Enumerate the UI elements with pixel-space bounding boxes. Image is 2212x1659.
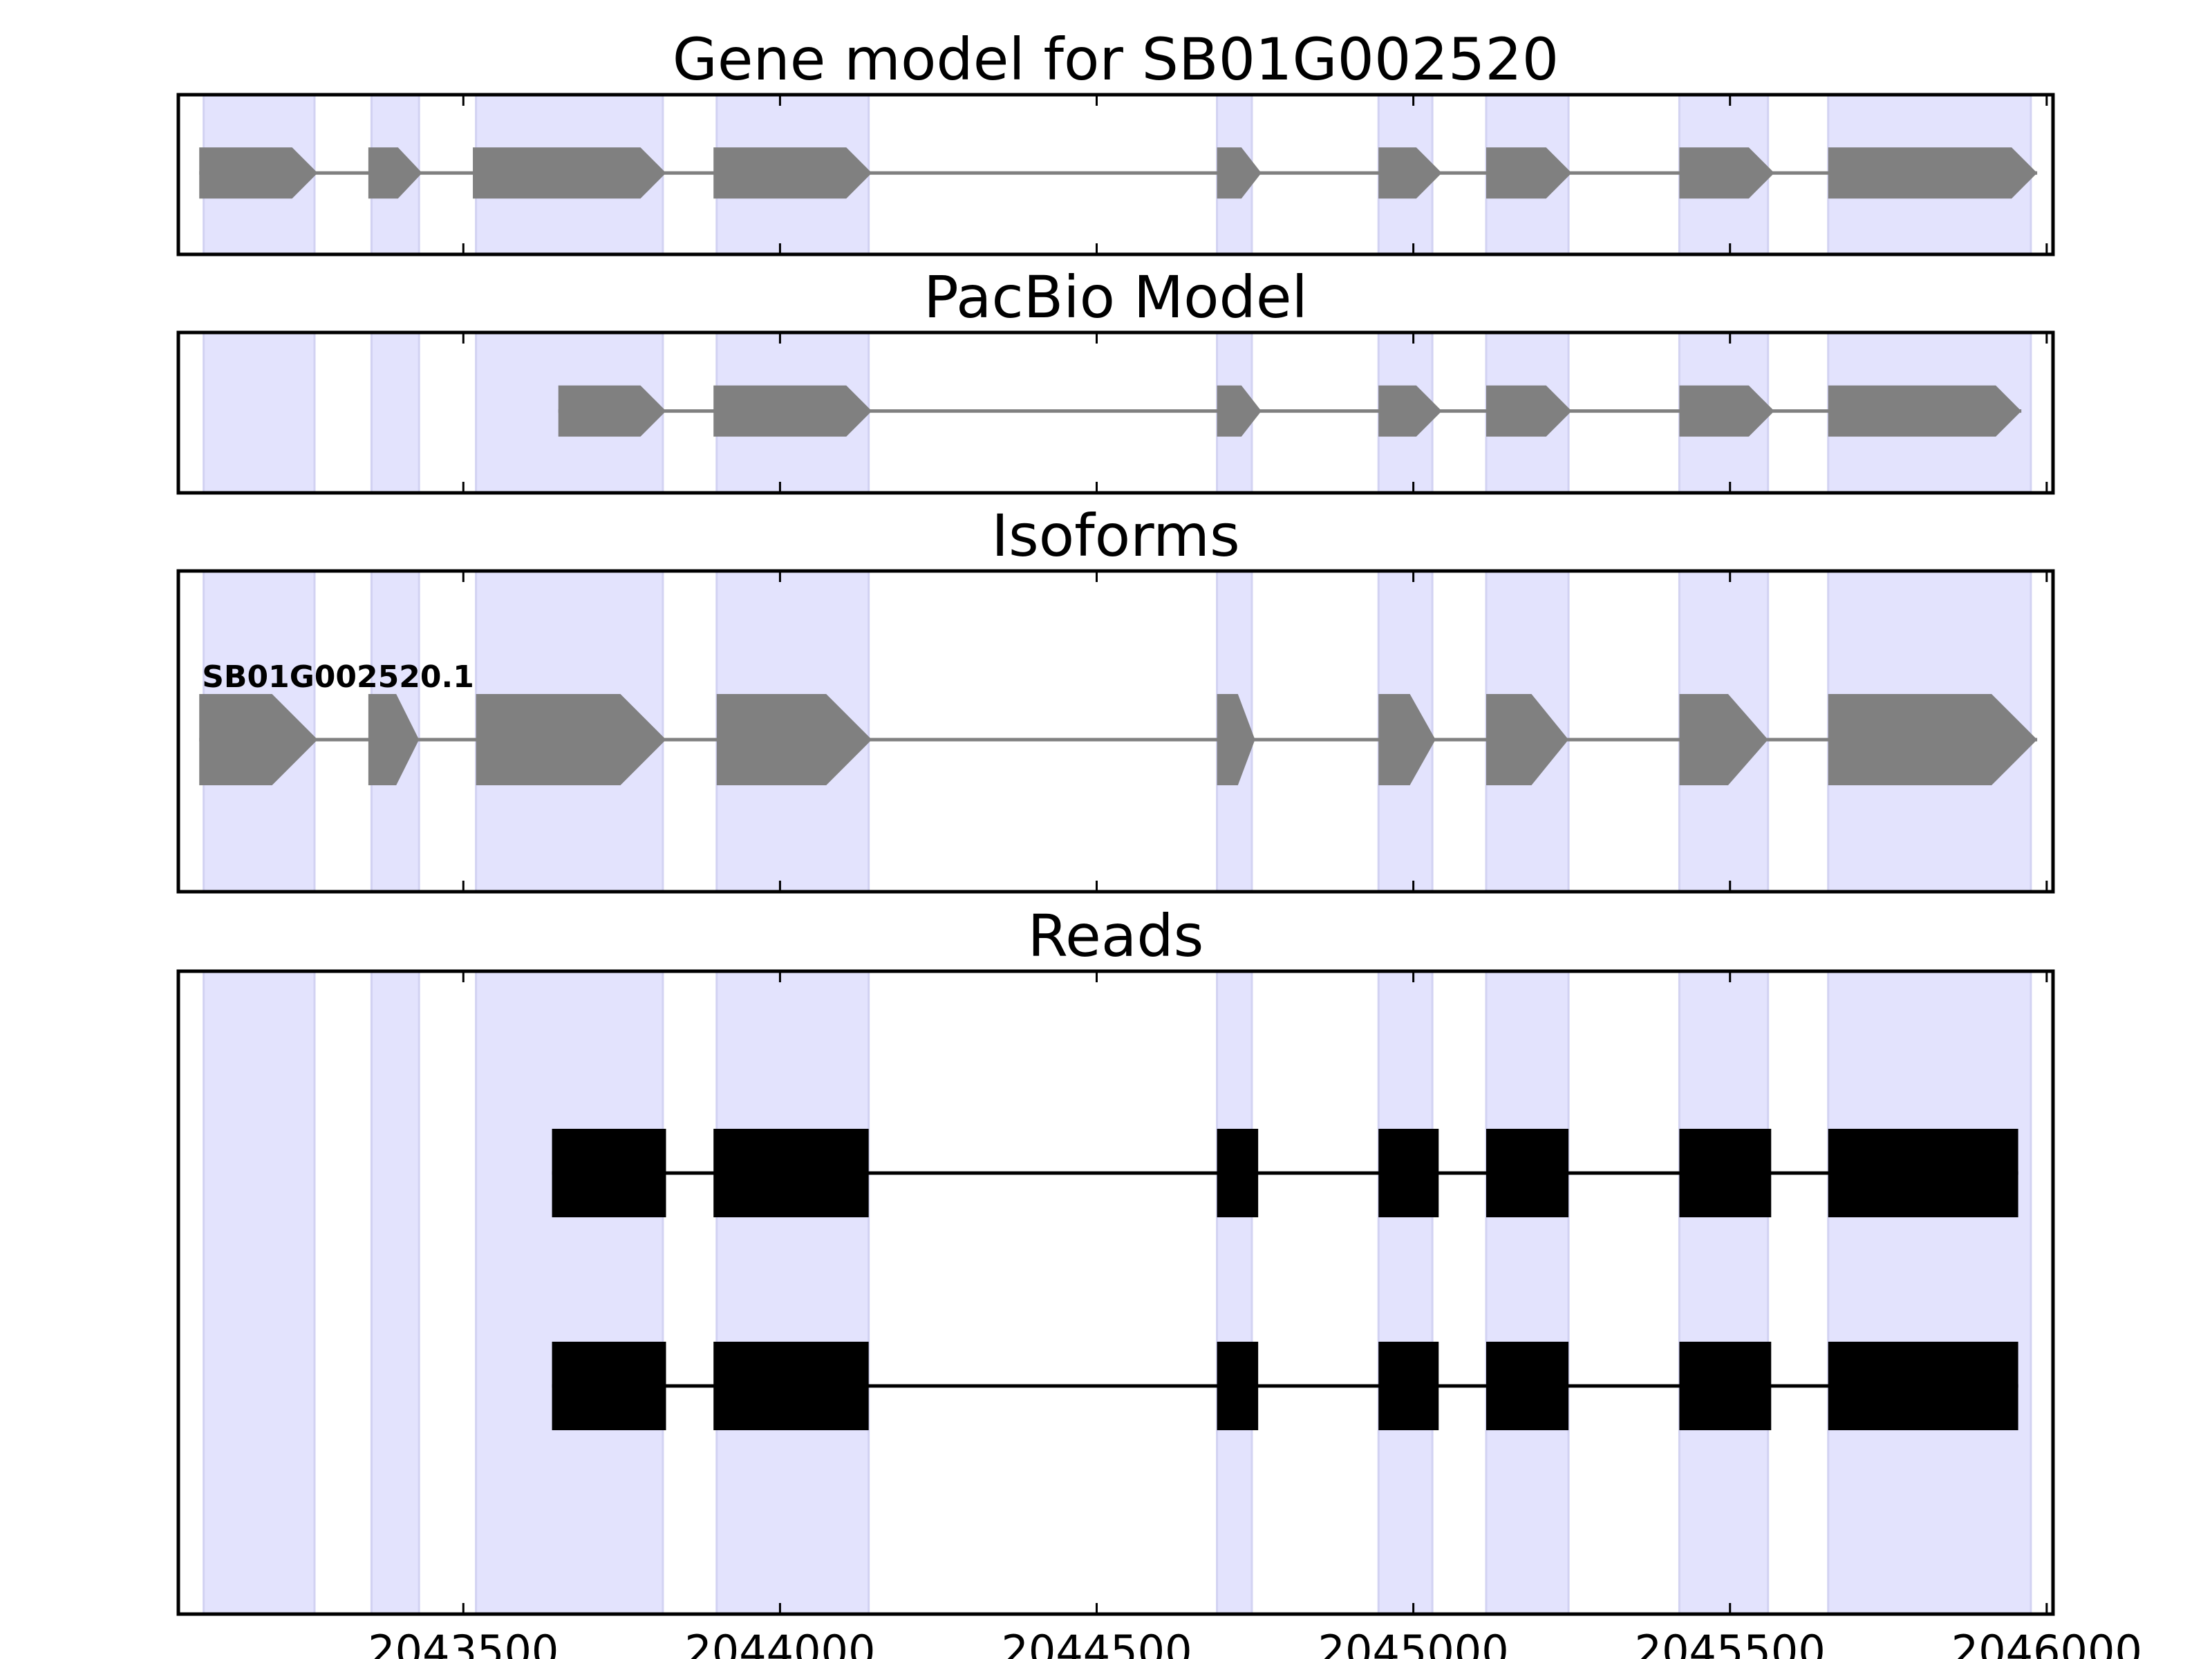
highlight-region <box>370 331 420 494</box>
exon-arrow <box>1485 385 1572 437</box>
exon-block <box>1828 1129 2018 1217</box>
highlight-region <box>1827 970 2032 1615</box>
exon-arrow <box>716 694 872 785</box>
exon-arrow <box>558 385 666 437</box>
highlight-region <box>1377 970 1434 1615</box>
exon-block <box>1378 1129 1439 1217</box>
isoform-label: SB01G002520.1 <box>202 659 474 695</box>
panel-title: Isoforms <box>991 502 1240 570</box>
panels: Gene model for SB01G002520 PacBio Model SB… <box>176 26 2142 1659</box>
exon-arrow <box>1828 385 2022 437</box>
panel-2: SB01G002520.1 Isoforms <box>176 502 2055 894</box>
x-tick-label: 2044500 <box>1001 1626 1192 1659</box>
exon-block <box>1679 1129 1772 1217</box>
exon-arrow <box>199 147 318 199</box>
exon-arrow <box>199 694 318 785</box>
exon-arrow <box>1679 147 1774 199</box>
transcript <box>552 1342 2018 1430</box>
exon-arrow <box>1679 385 1774 437</box>
exon-arrow <box>1217 147 1262 199</box>
panel-title: Reads <box>1028 902 1204 970</box>
exon-arrow <box>1485 694 1569 785</box>
exon-arrow <box>1485 147 1572 199</box>
x-tick-label: 2045000 <box>1318 1626 1509 1659</box>
exon-block <box>713 1129 869 1217</box>
exon-block <box>1679 1342 1772 1430</box>
exon-arrow <box>1378 694 1436 785</box>
panel-0: Gene model for SB01G002520 <box>176 26 2055 256</box>
exon-block <box>1217 1342 1259 1430</box>
exon-arrow <box>1378 147 1442 199</box>
panel-1: PacBio Model <box>176 263 2055 495</box>
x-tick-label: 2045500 <box>1635 1626 1826 1659</box>
exon-arrow <box>1217 694 1255 785</box>
exon-block <box>552 1342 666 1430</box>
transcript <box>552 1129 2018 1217</box>
exon-arrow <box>473 147 666 199</box>
exon-arrow <box>1679 694 1768 785</box>
exon-arrow <box>1217 385 1262 437</box>
axes-frame <box>176 569 2055 894</box>
exon-arrow <box>1828 147 2038 199</box>
transcript <box>199 147 2038 199</box>
highlight-region <box>715 970 870 1615</box>
exon-block <box>1217 1129 1259 1217</box>
x-tick-label: 2044000 <box>684 1626 875 1659</box>
highlight-region <box>203 331 316 494</box>
exon-arrow <box>1378 385 1442 437</box>
highlight-region <box>475 970 664 1615</box>
exon-block <box>1485 1129 1569 1217</box>
exon-block <box>1378 1342 1439 1430</box>
exon-arrow <box>368 147 422 199</box>
panel-3: Reads 2043500 2044000 2044500 2045000 2045500… <box>176 902 2142 1659</box>
axes-frame <box>176 969 2055 1616</box>
highlight-region <box>1678 970 1770 1615</box>
x-tick-label: 2043500 <box>368 1626 559 1659</box>
panel-title: PacBio Model <box>924 263 1308 331</box>
exon-block <box>1485 1342 1569 1430</box>
axes-frame <box>176 330 2055 495</box>
transcript <box>558 385 2022 437</box>
transcript: SB01G002520.1 <box>199 659 2038 785</box>
highlight-region <box>1216 970 1253 1615</box>
highlight-region <box>370 970 420 1615</box>
exon-arrow <box>713 385 872 437</box>
exon-arrow <box>713 147 872 199</box>
exon-block <box>713 1342 869 1430</box>
exon-arrow <box>1828 694 2038 785</box>
exon-block <box>1828 1342 2018 1430</box>
highlight-region <box>1485 970 1570 1615</box>
axes-frame <box>176 93 2055 256</box>
panel-title: Gene model for SB01G002520 <box>673 26 1559 93</box>
highlight-region <box>203 970 316 1615</box>
exon-arrow <box>368 694 420 785</box>
exon-block <box>552 1129 666 1217</box>
exon-arrow <box>476 694 666 785</box>
x-tick-label: 2046000 <box>1951 1626 2142 1659</box>
